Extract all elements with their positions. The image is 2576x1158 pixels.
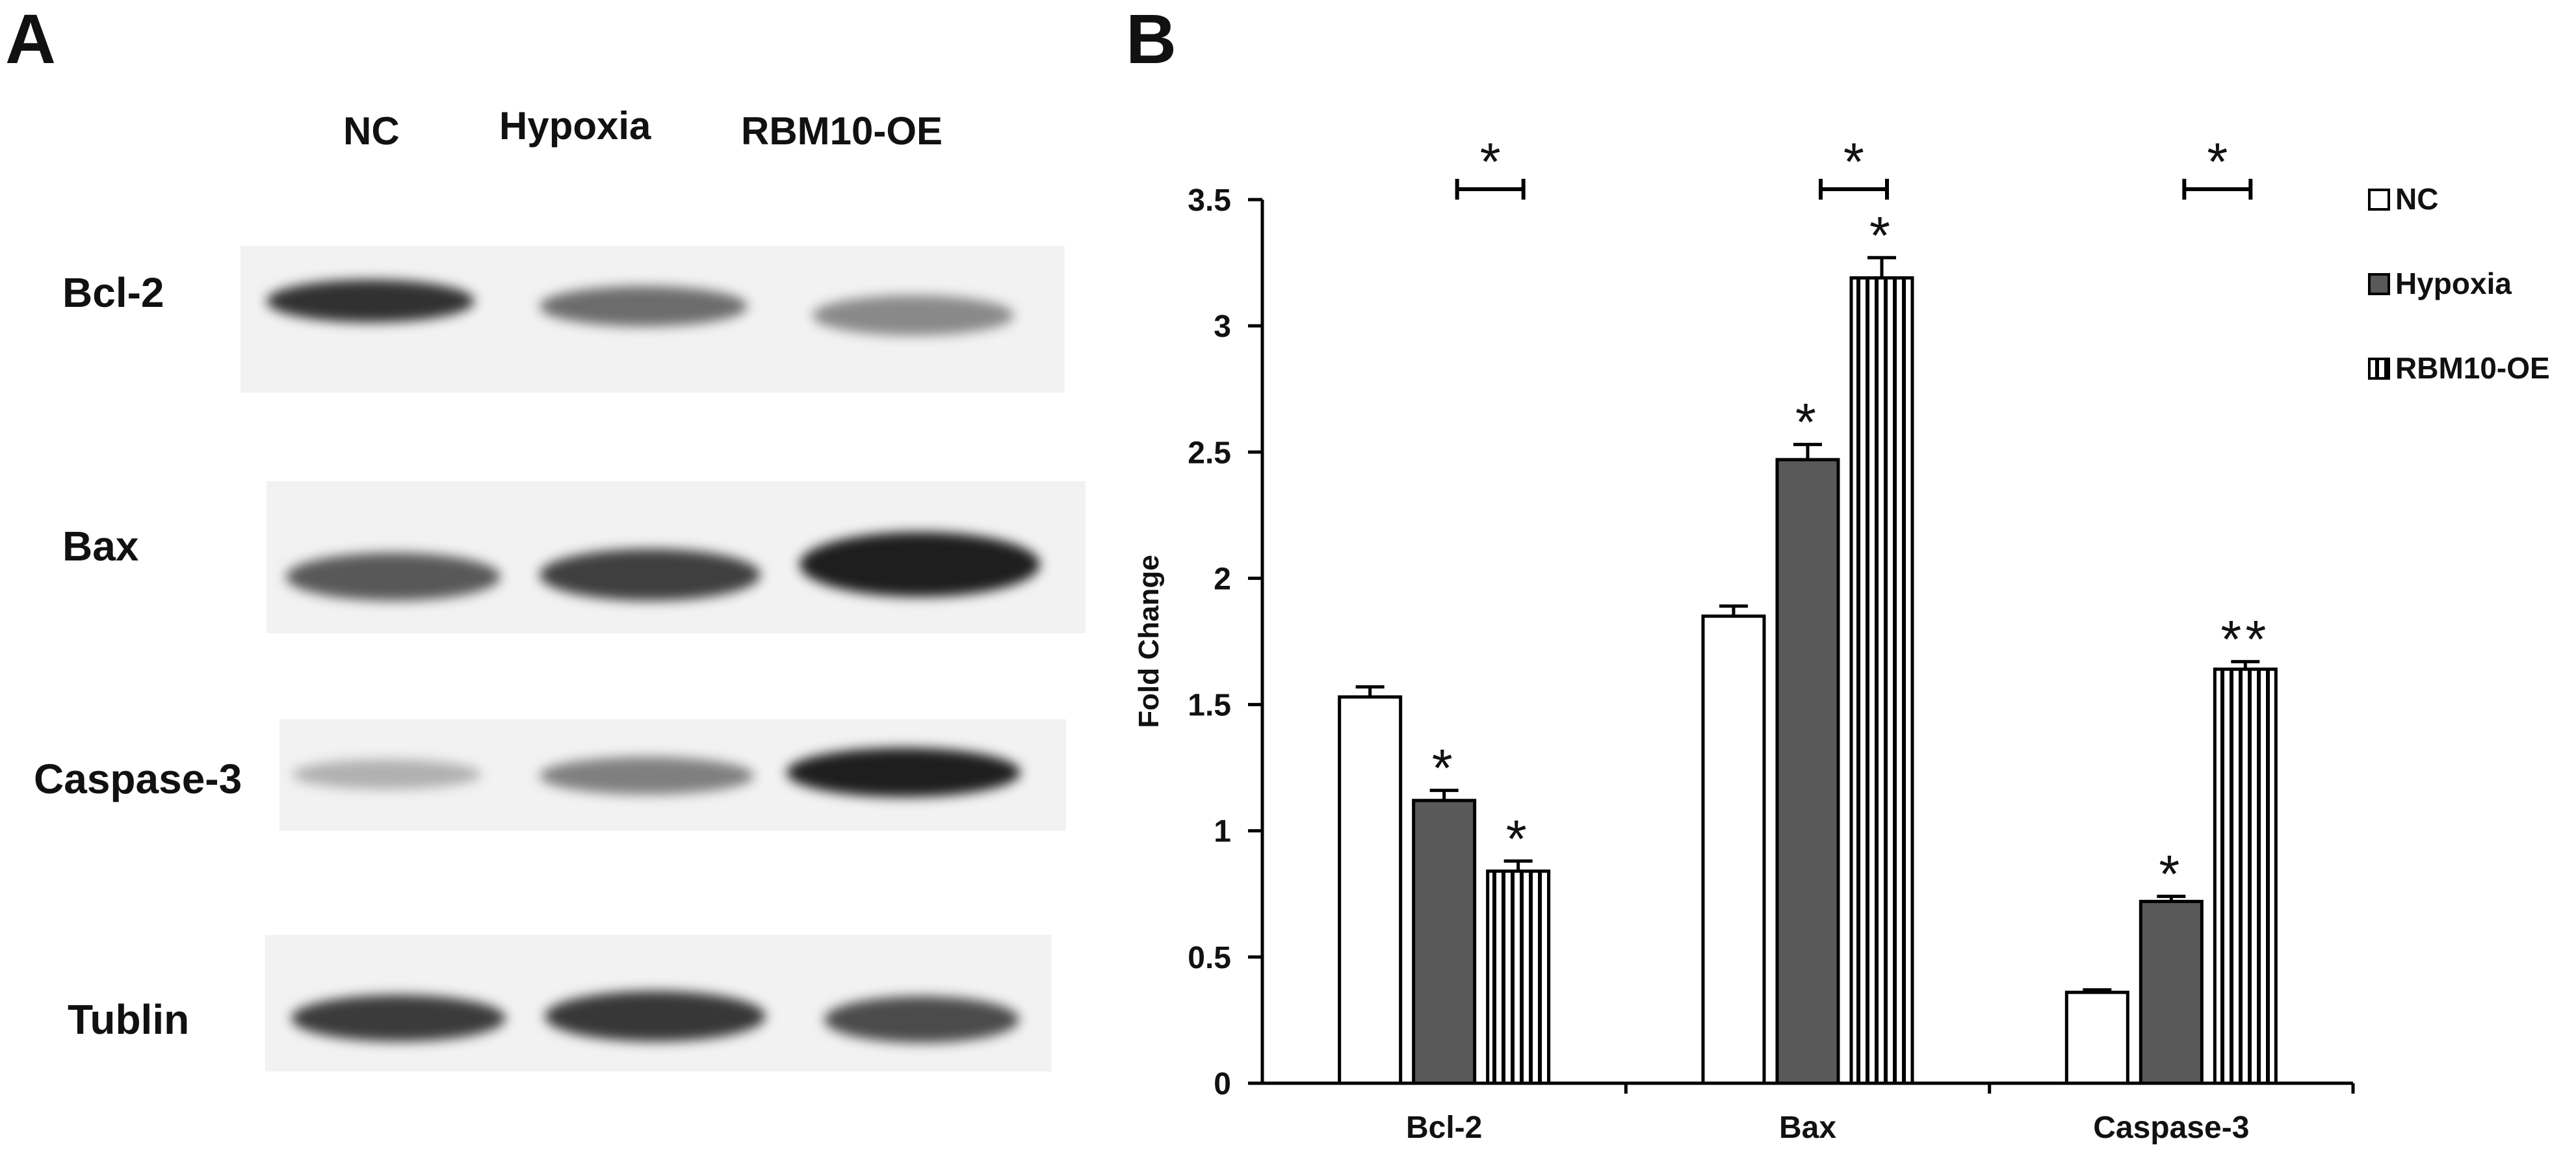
blot-band <box>813 295 1014 336</box>
blot-band <box>267 280 475 322</box>
blot-panel-caspase3 <box>280 719 1066 831</box>
lane-label-hypoxia: Hypoxia <box>499 104 651 148</box>
blot-band <box>291 995 506 1042</box>
panel-a-letter: A <box>5 0 56 78</box>
row-label-bcl2: Bcl-2 <box>62 269 164 316</box>
significance-mark: * <box>1869 206 1894 265</box>
bar <box>2139 899 2204 1085</box>
legend-label: Hypoxia <box>2395 267 2512 300</box>
blot-panel-tublin <box>265 935 1052 1072</box>
legend-label: RBM10-OE <box>2395 351 2550 385</box>
x-tick-label: Bcl-2 <box>1406 1111 1482 1145</box>
bar <box>1412 798 1477 1085</box>
row-label-bax: Bax <box>62 523 139 570</box>
bar <box>1701 614 1766 1085</box>
y-tick-label: 3 <box>1214 309 1231 344</box>
blot-band <box>545 991 766 1042</box>
y-tick-label: 1.5 <box>1188 689 1231 723</box>
y-tick-label: 2.5 <box>1188 436 1231 470</box>
legend-label: NC <box>2395 182 2438 216</box>
comparison-mark: * <box>1480 133 1501 192</box>
blot-band <box>540 549 761 601</box>
y-tick-label: 0.5 <box>1188 941 1231 975</box>
bar <box>1486 869 1551 1085</box>
y-tick-label: 0 <box>1214 1067 1231 1101</box>
x-tick-label: Caspase-3 <box>2093 1111 2249 1145</box>
significance-mark: * <box>2159 845 2183 904</box>
row-label-tublin: Tublin <box>68 996 190 1043</box>
bar <box>1338 695 1403 1085</box>
blot-panel-bcl2 <box>241 246 1065 393</box>
legend-swatch <box>2368 189 2390 211</box>
blot-band <box>787 748 1021 797</box>
y-tick-label: 3.5 <box>1188 183 1231 218</box>
blot-band <box>293 759 481 789</box>
blot-band <box>540 286 748 326</box>
significance-mark: ** <box>2220 611 2270 670</box>
row-label-caspase3: Caspase-3 <box>34 756 242 802</box>
significance-mark: * <box>1432 739 1457 798</box>
y-tick-label: 1 <box>1214 815 1231 849</box>
comparison-mark: * <box>1843 133 1864 192</box>
significance-mark: * <box>1795 393 1820 453</box>
bar <box>2064 990 2129 1085</box>
significance-mark: * <box>1506 809 1531 869</box>
panel-b-letter: B <box>1126 0 1177 78</box>
blot-panel-bax <box>267 481 1086 633</box>
comparison-mark: * <box>2207 133 2228 192</box>
bar <box>1775 458 1840 1085</box>
lane-label-nc: NC <box>343 109 400 153</box>
y-axis-label: Fold Change <box>1133 555 1165 728</box>
blot-band <box>286 553 501 601</box>
blot-band <box>824 996 1019 1043</box>
legend-swatch <box>2368 358 2390 380</box>
x-tick-label: Bax <box>1779 1111 1836 1145</box>
legend-swatch <box>2368 273 2390 295</box>
y-tick-label: 2 <box>1214 562 1231 596</box>
bar <box>2213 667 2278 1085</box>
lane-label-rbm10-oe: RBM10-OE <box>741 109 943 153</box>
blot-band <box>540 757 754 795</box>
blot-band <box>800 532 1040 597</box>
bar <box>1849 276 1914 1085</box>
